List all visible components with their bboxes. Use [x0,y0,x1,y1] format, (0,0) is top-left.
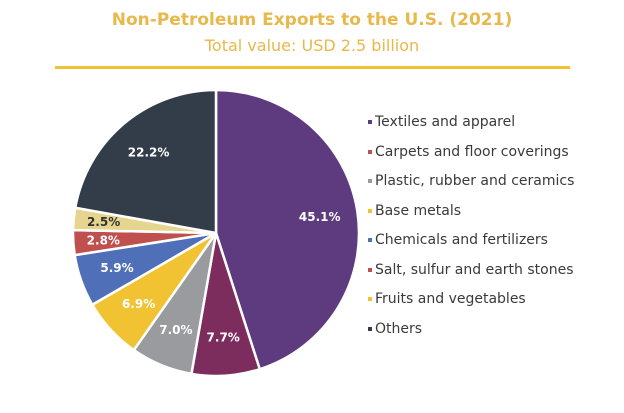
slice-label-8: 22.2% [128,146,170,160]
slice-label-3: 7.0% [159,323,192,337]
legend-marker [368,238,372,242]
legend-item-2: Carpets and floor coverings [368,138,574,168]
legend-marker [368,179,372,183]
legend-label: Fruits and vegetables [375,291,526,307]
slice-label-4: 6.9% [122,297,155,311]
pie-slice-8 [73,88,218,235]
legend-label: Textiles and apparel [375,114,516,130]
legend-label: Plastic, rubber and ceramics [375,173,575,189]
legend-marker [368,149,372,154]
legend-item-7: Fruits and vegetables [368,285,574,315]
legend-label: Others [375,320,423,337]
legend-label: Salt, sulfur and earth stones [375,261,574,278]
slice-label-1: 45.1% [299,210,341,224]
legend-marker [368,326,372,331]
pie-slice-1 [214,88,361,371]
legend-label: Chemicals and fertilizers [375,232,548,248]
slice-label-7: 2.5% [87,215,120,229]
title-divider [55,66,570,69]
slice-label-2: 7.7% [207,331,240,345]
legend-marker [368,297,372,301]
slice-label-6: 2.8% [87,234,120,248]
legend-item-6: Salt, sulfur and earth stones [368,256,574,286]
chart-title: Non-Petroleum Exports to the U.S. (2021) [111,10,513,30]
legend-marker [368,267,372,272]
legend-item-4: Base metals [368,197,574,227]
legend-item-8: Others [368,315,574,345]
legend-item-3: Plastic, rubber and ceramics [368,167,574,197]
legend-marker [368,208,372,213]
slice-label-5: 5.9% [100,261,133,275]
legend-item-1: Textiles and apparel [368,108,574,138]
legend-marker [368,120,372,124]
chart-legend: Textiles and apparel Carpets and floor co… [368,108,574,344]
legend-item-5: Chemicals and fertilizers [368,226,574,256]
legend-label: Carpets and floor coverings [375,143,569,160]
legend-label: Base metals [375,202,462,219]
chart-subtitle: Total value: USD 2.5 billion [204,36,420,55]
